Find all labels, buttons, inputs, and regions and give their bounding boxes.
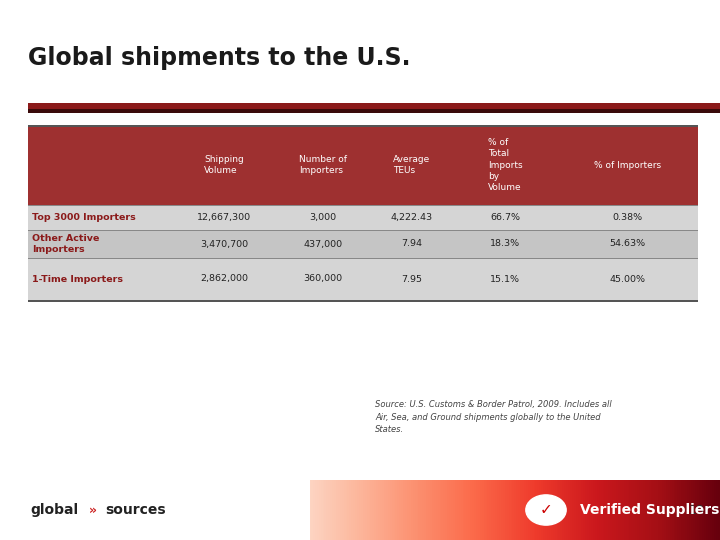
Text: 18: 18 — [689, 503, 705, 516]
Text: 3,470,700: 3,470,700 — [200, 240, 248, 248]
Text: % of Importers: % of Importers — [594, 160, 661, 170]
Text: »: » — [89, 503, 97, 516]
Text: Average
TEUs: Average TEUs — [393, 155, 431, 175]
Text: 4,222.43: 4,222.43 — [390, 213, 433, 222]
Text: global: global — [30, 503, 78, 517]
Text: 15.1%: 15.1% — [490, 274, 521, 284]
Text: 1-Time Importers: 1-Time Importers — [32, 274, 123, 284]
Text: 12,667,300: 12,667,300 — [197, 213, 251, 222]
Text: 66.7%: 66.7% — [490, 213, 521, 222]
Text: 2,862,000: 2,862,000 — [200, 274, 248, 284]
Text: ✓: ✓ — [539, 503, 552, 517]
Text: 437,000: 437,000 — [303, 240, 343, 248]
Text: 7.95: 7.95 — [401, 274, 422, 284]
Text: Shipping
Volume: Shipping Volume — [204, 155, 244, 175]
Text: 3,000: 3,000 — [309, 213, 336, 222]
Text: Global shipments to the U.S.: Global shipments to the U.S. — [28, 46, 410, 70]
Text: Top 3000 Importers: Top 3000 Importers — [32, 213, 136, 222]
Text: 7.94: 7.94 — [401, 240, 422, 248]
Text: Verified Suppliers: Verified Suppliers — [580, 503, 719, 517]
Text: Number of
Importers: Number of Importers — [299, 155, 347, 175]
Text: 0.38%: 0.38% — [613, 213, 643, 222]
Text: 18.3%: 18.3% — [490, 240, 521, 248]
Text: Source: U.S. Customs & Border Patrol, 2009. Includes all
Air, Sea, and Ground sh: Source: U.S. Customs & Border Patrol, 20… — [375, 400, 612, 434]
Text: 45.00%: 45.00% — [610, 274, 646, 284]
Text: sources: sources — [105, 503, 166, 517]
Text: % of
Total
Imports
by
Volume: % of Total Imports by Volume — [488, 138, 523, 192]
Text: 360,000: 360,000 — [303, 274, 343, 284]
Text: Other Active
Importers: Other Active Importers — [32, 234, 99, 254]
Text: 54.63%: 54.63% — [610, 240, 646, 248]
